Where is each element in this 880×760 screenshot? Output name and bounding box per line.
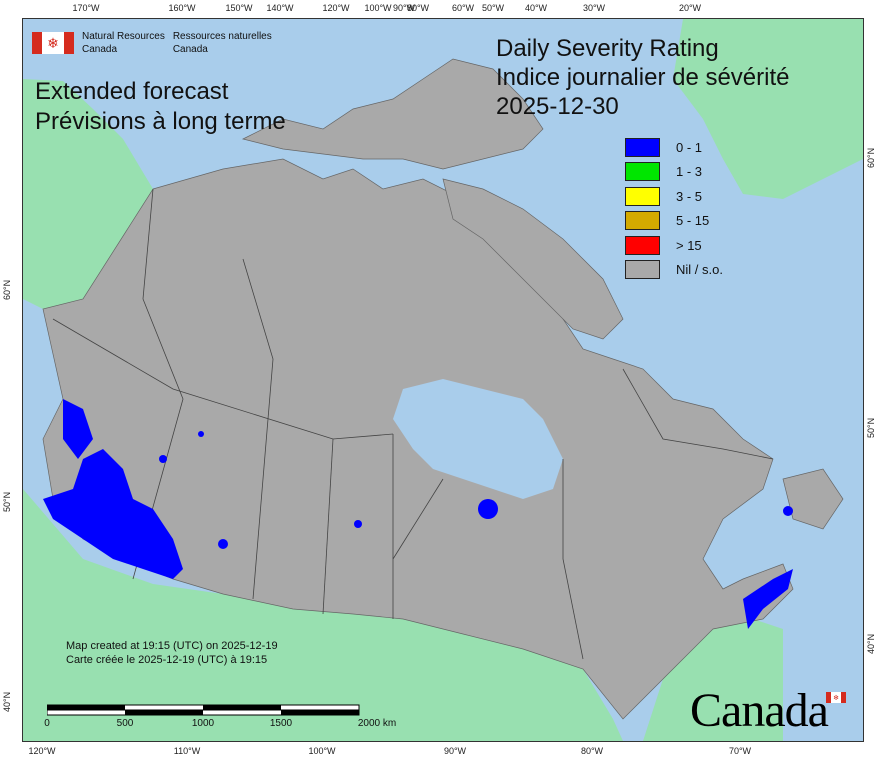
legend-item: Nil / s.o. — [625, 258, 723, 283]
legend-item: 3 - 5 — [625, 184, 723, 209]
scale-label: 2000 km — [357, 718, 397, 729]
legend-swatch — [625, 162, 660, 182]
tick-bottom-2: 100°W — [308, 746, 336, 756]
map-credits-fr: Carte créée le 2025-12-19 (UTC) à 19:15 — [66, 654, 268, 666]
forecast-title-en: Extended forecast — [35, 78, 229, 105]
tick-bottom-3: 90°W — [443, 746, 467, 756]
signature-fr-line2: Canada — [172, 44, 208, 55]
ontario-region — [478, 499, 498, 519]
forecast-title: Extended forecast Prévisions à long term… — [35, 77, 286, 137]
nrcan-signature: ❄ Natural Resources Canada Ressources na… — [32, 30, 272, 56]
legend-label: 0 - 1 — [676, 139, 703, 155]
tick-top-0: 170°W — [72, 3, 100, 13]
tick-top-11: 30°W — [582, 3, 606, 13]
legend-swatch — [625, 211, 660, 231]
ab-spot-3 — [218, 539, 228, 549]
map-title-en: Daily Severity Rating — [496, 35, 719, 62]
usa-land — [23, 489, 623, 741]
tick-top-4: 120°W — [322, 3, 350, 13]
legend-swatch — [625, 186, 660, 206]
signature-en-line1: Natural Resources — [82, 31, 165, 42]
ab-spot-2 — [159, 455, 167, 463]
tick-bottom-5: 70°W — [728, 746, 752, 756]
legend-item: 5 - 15 — [625, 209, 723, 234]
hudson-bay — [393, 379, 563, 499]
bc-coast-region — [43, 449, 183, 579]
canada-wordmark: Canada — [690, 684, 829, 737]
map-title: Daily Severity Rating Indice journalier … — [496, 34, 790, 121]
scale-label: 500 — [116, 718, 134, 729]
newfoundland — [782, 468, 844, 530]
tick-top-12: 20°W — [678, 3, 702, 13]
map-credits-en: Map created at 19:15 (UTC) on 2025-12-19 — [66, 640, 278, 652]
canada-flag-icon: ❄ — [32, 32, 74, 54]
signature-fr-line1: Ressources naturelles — [172, 31, 272, 42]
tick-left-1: 50°N — [2, 491, 12, 512]
legend-label: > 15 — [676, 237, 702, 253]
tick-bottom-1: 110°W — [173, 746, 201, 756]
alaska-land — [23, 79, 153, 309]
scale-label: 1500 — [269, 718, 293, 729]
legend-label: 1 - 3 — [676, 164, 703, 180]
scale-label: 1000 — [191, 718, 215, 729]
sk-spot — [354, 520, 362, 528]
tick-top-9: 50°W — [481, 3, 505, 13]
tick-top-10: 40°W — [524, 3, 548, 13]
tick-top-2: 150°W — [225, 3, 253, 13]
legend: 0 - 1 1 - 3 3 - 5 5 - 15 > 15 Nil / s.o. — [625, 135, 723, 282]
legend-label: Nil / s.o. — [676, 262, 723, 278]
legend-swatch — [625, 235, 660, 255]
arctic-islands — [241, 58, 544, 170]
map-title-fr: Indice journalier de sévérité — [496, 64, 790, 91]
baffin-island — [442, 178, 624, 340]
tick-top-8: 60°W — [451, 3, 475, 13]
usa-east-land — [643, 619, 783, 741]
wordmark-flag-icon: ❄ — [826, 692, 846, 703]
tick-bottom-0: 120°W — [28, 746, 56, 756]
nb-spot — [783, 506, 793, 516]
tick-right-2: 40°N — [866, 633, 876, 654]
legend-label: 3 - 5 — [676, 188, 703, 204]
tick-right-1: 50°N — [866, 417, 876, 438]
tick-bottom-4: 80°W — [580, 746, 604, 756]
rating-regions — [43, 399, 793, 629]
tick-top-5: 100°W — [364, 3, 392, 13]
signature-fr: Ressources naturelles Canada — [173, 30, 272, 56]
legend-item: 0 - 1 — [625, 135, 723, 160]
tick-top-1: 160°W — [168, 3, 196, 13]
tick-left-0: 60°N — [2, 279, 12, 300]
bc-north-region — [63, 399, 93, 459]
tick-top-3: 140°W — [266, 3, 294, 13]
tick-right-0: 60°N — [866, 147, 876, 168]
scale-bar: 0 500 1000 1500 2000 km — [44, 704, 396, 729]
signature-en-line2: Canada — [82, 44, 118, 55]
forecast-title-fr: Prévisions à long terme — [35, 108, 286, 135]
tick-left-2: 40°N — [2, 691, 12, 712]
tick-top-6: 90°W — [392, 3, 416, 13]
scale-bar-graphic — [46, 704, 360, 716]
map-frame — [22, 18, 864, 742]
tick-top-7: 80°W — [406, 3, 430, 13]
ab-spot-1 — [198, 431, 204, 437]
scale-label: 0 — [44, 718, 50, 729]
province-borders — [52, 188, 774, 660]
signature-en: Natural Resources Canada — [82, 30, 165, 56]
map-date: 2025-12-30 — [496, 93, 619, 120]
legend-swatch — [625, 137, 660, 157]
map-credits: Map created at 19:15 (UTC) on 2025-12-19… — [66, 639, 278, 667]
greenland-land — [673, 19, 863, 199]
legend-item: 1 - 3 — [625, 160, 723, 185]
maritimes-region — [743, 569, 793, 629]
legend-swatch — [625, 260, 660, 280]
legend-item: > 15 — [625, 233, 723, 258]
map-canvas — [23, 19, 863, 741]
legend-label: 5 - 15 — [676, 213, 710, 229]
